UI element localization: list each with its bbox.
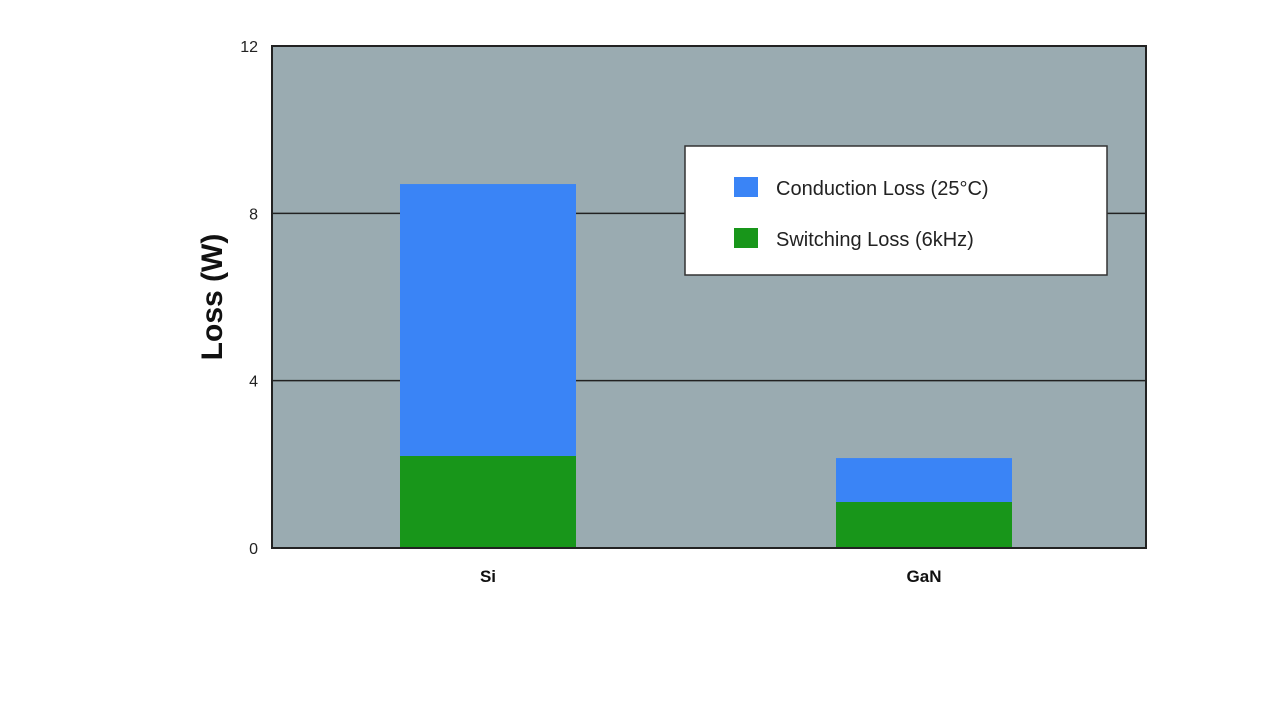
legend-label: Conduction Loss (25°C): [776, 178, 989, 200]
legend-label: Switching Loss (6kHz): [776, 229, 974, 251]
y-tick-label: 0: [249, 541, 258, 558]
x-tick-label: GaN: [907, 567, 942, 586]
y-axis-label: Loss (W): [196, 234, 229, 361]
plot-frame: [271, 45, 1147, 549]
bar-segment-si-0: [400, 455, 576, 548]
y-tick-label: 12: [240, 39, 258, 56]
bar-segment-gan-1: [836, 458, 1012, 502]
legend-swatch: [734, 177, 758, 197]
y-tick-label: 4: [249, 374, 258, 391]
bar-segment-gan-0: [836, 501, 1012, 548]
y-tick-label: 8: [249, 206, 258, 223]
x-tick-label: Si: [480, 567, 496, 586]
legend-swatch: [734, 228, 758, 248]
legend-box: [684, 145, 1108, 276]
bar-segment-si-1: [400, 184, 576, 456]
